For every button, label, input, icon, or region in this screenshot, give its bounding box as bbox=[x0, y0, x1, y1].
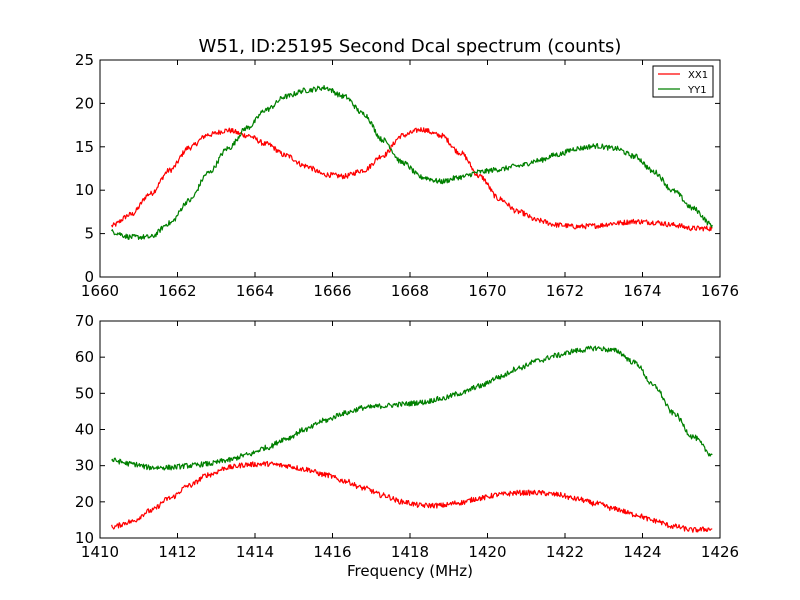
top-y-tick-label: 20 bbox=[75, 94, 94, 112]
bottom-y-tick-label: 70 bbox=[75, 312, 94, 330]
bottom-y-tick-label: 10 bbox=[75, 529, 94, 547]
bottom-x-tick-label: 1410 bbox=[81, 543, 119, 561]
legend-label-xx1: XX1 bbox=[688, 70, 708, 81]
bottom-x-tick-label: 1412 bbox=[158, 543, 196, 561]
bottom-series-line-xx1 bbox=[111, 460, 713, 533]
top-y-tick-label: 5 bbox=[84, 225, 94, 243]
top-x-tick-label: 1672 bbox=[546, 282, 584, 300]
top-x-tick-label: 1662 bbox=[158, 282, 196, 300]
top-spectrum-panel: W51, ID:25195 Second Dcal spectrum (coun… bbox=[75, 36, 739, 300]
bottom-x-tick-label: 1424 bbox=[623, 543, 661, 561]
bottom-y-tick-label: 20 bbox=[75, 493, 94, 511]
bottom-x-tick-label: 1422 bbox=[546, 543, 584, 561]
x-axis-label: Frequency (MHz) bbox=[347, 562, 473, 580]
top-x-tick-label: 1664 bbox=[236, 282, 274, 300]
top-x-tick-label: 1670 bbox=[468, 282, 506, 300]
top-x-tick-label: 1660 bbox=[81, 282, 119, 300]
legend-label-yy1: YY1 bbox=[687, 85, 707, 96]
top-y-tick-label: 0 bbox=[84, 268, 94, 286]
bottom-plot-area: 1410 1412 1414 1416 1418 1420 1422 1424 1426 10 20… bbox=[75, 312, 739, 561]
top-x-tick-label: 1666 bbox=[313, 282, 351, 300]
bottom-x-tick-label: 1426 bbox=[701, 543, 739, 561]
bottom-y-tick-label: 30 bbox=[75, 457, 94, 475]
bottom-y-tick-label: 60 bbox=[75, 348, 94, 366]
top-x-tick-label: 1674 bbox=[623, 282, 661, 300]
bottom-spectrum-panel: 1410 1412 1414 1416 1418 1420 1422 1424 1426 10 20… bbox=[75, 312, 739, 580]
top-x-tick-label: 1668 bbox=[391, 282, 429, 300]
bottom-x-tick-label: 1420 bbox=[468, 543, 506, 561]
bottom-series-line-yy1 bbox=[111, 345, 713, 471]
legend: XX1 YY1 bbox=[652, 65, 714, 98]
top-y-tick-label: 25 bbox=[75, 51, 94, 69]
bottom-x-tick-label: 1416 bbox=[313, 543, 351, 561]
bottom-x-tick-label: 1414 bbox=[236, 543, 274, 561]
top-series-line-yy1 bbox=[111, 85, 713, 240]
top-series-line-xx1 bbox=[111, 127, 713, 232]
bottom-y-tick-label: 50 bbox=[75, 384, 94, 402]
top-y-tick-label: 10 bbox=[75, 181, 94, 199]
top-y-tick-label: 15 bbox=[75, 138, 94, 156]
top-plot-area: 1660 1662 1664 1666 1668 1670 1672 1674 1676 0 5 10… bbox=[75, 51, 739, 300]
chart-title: W51, ID:25195 Second Dcal spectrum (coun… bbox=[199, 36, 622, 57]
bottom-y-tick-label: 40 bbox=[75, 421, 94, 439]
top-x-tick-label: 1676 bbox=[701, 282, 739, 300]
bottom-x-tick-label: 1418 bbox=[391, 543, 429, 561]
legend-box bbox=[652, 65, 714, 98]
